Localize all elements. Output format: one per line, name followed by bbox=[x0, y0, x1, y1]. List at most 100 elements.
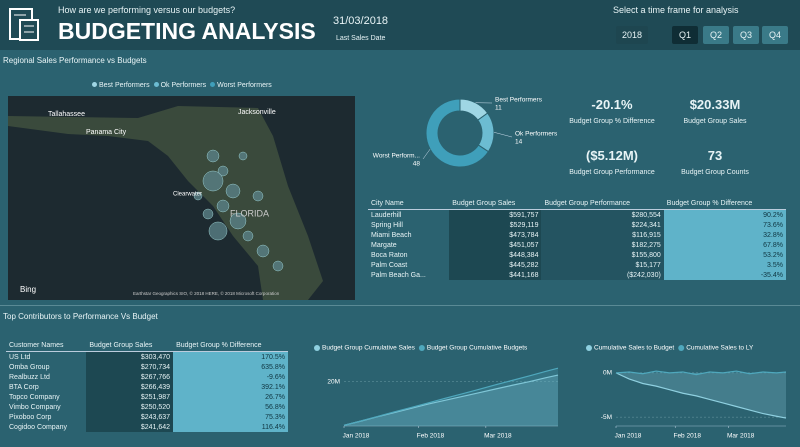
table-row: BTA Corp $266,439 392.1% bbox=[6, 382, 288, 392]
table-cell: 170.5% bbox=[173, 351, 288, 362]
table-cell: Boca Raton bbox=[371, 251, 408, 259]
table-cell: 56.8% bbox=[173, 402, 288, 412]
table-row: Lauderhill $591,757 $280,554 90.2% bbox=[368, 209, 786, 220]
kpi-card: $20.33M Budget Group Sales bbox=[660, 97, 770, 125]
legend-swatch bbox=[153, 82, 159, 87]
table-cell: Palm Coast bbox=[371, 261, 408, 269]
table-cell: Pixoboo Corp bbox=[9, 413, 52, 421]
table-cell: 75.3% bbox=[173, 412, 288, 422]
table-cell: $15,177 bbox=[541, 260, 664, 270]
column-header: Budget Group Sales bbox=[449, 198, 542, 210]
table-cell: $473,784 bbox=[449, 230, 542, 240]
table-cell: $266,439 bbox=[86, 382, 174, 392]
x-tick-label: Jan 2018 bbox=[615, 433, 642, 440]
header-row: Customer Names Budget Group Sales Budget G… bbox=[6, 340, 288, 352]
slice-value: 48 bbox=[413, 161, 421, 168]
leader-line bbox=[493, 132, 513, 138]
table: City Name Budget Group Sales Budget Group … bbox=[368, 198, 786, 280]
table-cell: $451,057 bbox=[449, 240, 542, 250]
line bbox=[615, 372, 787, 419]
table-cell: 392.1% bbox=[173, 382, 288, 392]
table-cell: $224,341 bbox=[541, 220, 664, 230]
section-title: Regional Sales Performance vs Budgets bbox=[3, 56, 147, 65]
header-title: BUDGETING ANALYSIS bbox=[58, 18, 316, 44]
kpi-value: 73 bbox=[707, 148, 723, 163]
donut-slice bbox=[425, 98, 490, 168]
date: 31/03/2018 bbox=[333, 15, 389, 27]
table-cell: 32.8% bbox=[663, 230, 786, 240]
y-tick-label: -5M bbox=[601, 414, 612, 421]
place-label: Clearwater bbox=[173, 192, 202, 198]
x-tick-label: Mar 2018 bbox=[484, 433, 512, 440]
slice-label: Ok Performers bbox=[515, 131, 558, 138]
table-cell: $441,168 bbox=[449, 270, 542, 280]
time-frame-label: Select a time frame for analysis bbox=[613, 5, 739, 15]
place-label: Tallahassee bbox=[48, 111, 85, 118]
kpi-label: Budget Group Performance bbox=[569, 169, 655, 176]
map-legend: Best Performers Ok Performers Worst Perfor… bbox=[88, 82, 272, 89]
kpi-value: ($5.12M) bbox=[585, 148, 639, 163]
column-header: Budget Group % Difference bbox=[173, 340, 288, 352]
place-label: Jacksonville bbox=[238, 109, 276, 116]
legend-label: Ok Performers bbox=[160, 82, 207, 89]
slice-label: Best Performers bbox=[495, 97, 543, 104]
legend-label: Budget Group Cumulative Budgets bbox=[427, 345, 528, 352]
table-cell: 90.2% bbox=[663, 209, 786, 220]
date-label: Last Sales Date bbox=[336, 35, 386, 42]
table: Customer Names Budget Group Sales Budget G… bbox=[6, 340, 288, 432]
header-band bbox=[0, 0, 800, 50]
table-row: Miami Beach $473,784 $116,915 32.8% bbox=[368, 230, 786, 240]
table-cell: $591,757 bbox=[449, 209, 542, 220]
legend-label: Best Performers bbox=[99, 82, 150, 89]
table-row: Realbuzz Ltd $267,766 -9.6% bbox=[6, 372, 288, 382]
table-cell: $303,470 bbox=[86, 351, 174, 362]
table-row: Omba Group $270,734 635.8% bbox=[6, 362, 288, 372]
legend-label: Cumulative Sales to LY bbox=[686, 345, 754, 352]
place-label: FLORIDA bbox=[230, 208, 269, 218]
table-cell: $116,915 bbox=[541, 230, 664, 240]
quarter-button[interactable]: Q1 bbox=[672, 26, 698, 44]
kpi-card: ($5.12M) Budget Group Performance bbox=[557, 148, 667, 176]
column-header: Budget Group Performance bbox=[541, 198, 664, 210]
cumulative-chart: Budget Group Cumulative Sales Budget Grou… bbox=[314, 345, 559, 440]
legend-swatch bbox=[314, 345, 320, 351]
line bbox=[615, 370, 787, 376]
kpi-label: Budget Group Counts bbox=[681, 169, 749, 176]
map-credit: Earthstar Geographics SIO, © 2018 HERE, … bbox=[133, 290, 280, 296]
year-button[interactable]: 2018 bbox=[616, 26, 648, 44]
table-cell: $250,520 bbox=[86, 402, 174, 412]
logo-icon bbox=[9, 8, 39, 41]
column-header: Customer Names bbox=[6, 340, 87, 352]
table-row: Margate $451,057 $182,275 67.8% bbox=[368, 240, 786, 250]
table-cell: Palm Beach Ga... bbox=[371, 271, 426, 279]
table-cell: $270,734 bbox=[86, 362, 174, 372]
quarter-button[interactable]: Q2 bbox=[703, 26, 729, 44]
legend-swatch bbox=[92, 82, 97, 87]
kpi-value: $20.33M bbox=[689, 97, 741, 112]
table-cell: -9.6% bbox=[173, 372, 288, 382]
y-tick-label: 0M bbox=[603, 370, 612, 377]
x-tick-label: Feb 2018 bbox=[673, 433, 701, 440]
column-header: Budget Group Sales bbox=[86, 340, 174, 352]
table-cell: 26.7% bbox=[173, 392, 288, 402]
column-header: City Name bbox=[368, 198, 450, 210]
quarter-button[interactable]: Q3 bbox=[733, 26, 759, 44]
column-header: Budget Group % Difference bbox=[663, 198, 786, 210]
table-row: Palm Coast $445,282 $15,177 3.5% bbox=[368, 260, 786, 270]
table-cell: Omba Group bbox=[9, 363, 50, 371]
table-cell: 53.2% bbox=[663, 250, 786, 260]
customer-table: Customer Names Budget Group Sales Budget G… bbox=[6, 340, 288, 445]
table-row: Spring Hill $529,119 $224,341 73.6% bbox=[368, 220, 786, 230]
quarter-button[interactable]: Q4 bbox=[762, 26, 788, 44]
x-tick-label: Jan 2018 bbox=[343, 433, 370, 440]
slice-value: 11 bbox=[495, 105, 502, 112]
legend-label: Budget Group Cumulative Sales bbox=[322, 345, 416, 352]
table-cell: Lauderhill bbox=[371, 211, 402, 219]
city-table: City Name Budget Group Sales Budget Group … bbox=[368, 198, 786, 294]
kpi-value: -20.1% bbox=[591, 97, 633, 112]
table-row: Pixoboo Corp $243,637 75.3% bbox=[6, 412, 288, 422]
table-cell: $280,554 bbox=[541, 209, 664, 220]
table-cell: -35.4% bbox=[663, 270, 786, 280]
table-cell: Vimbo Company bbox=[9, 403, 61, 411]
variance-chart: Cumulative Sales to Budget Cumulative Sal… bbox=[586, 345, 787, 440]
